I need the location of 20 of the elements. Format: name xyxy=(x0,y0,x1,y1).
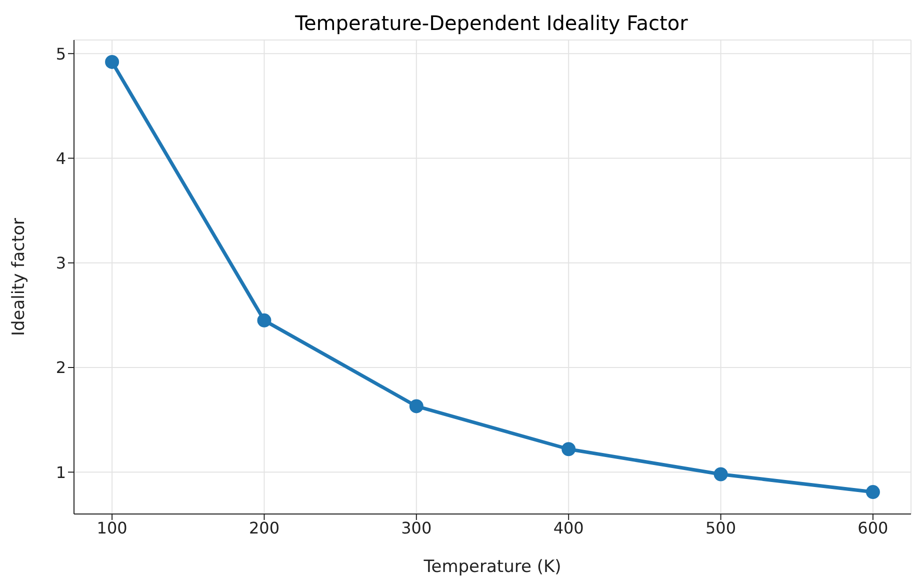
point xyxy=(866,485,880,500)
x-tick-label: 500 xyxy=(706,518,736,538)
y-tick-label: 3 xyxy=(56,254,66,273)
point xyxy=(714,467,728,482)
x-tick-label: 100 xyxy=(96,518,128,538)
point xyxy=(562,442,576,456)
x-tick-label: 300 xyxy=(401,518,432,538)
x-tick-label: 600 xyxy=(858,518,888,538)
y-tick-label: 1 xyxy=(56,462,66,482)
y-tick-label: 5 xyxy=(56,44,66,64)
chart-title: Temperature-Dependent Ideality Factor xyxy=(294,10,689,37)
point xyxy=(257,313,272,328)
x-tick-label: 400 xyxy=(553,518,584,538)
x-axis-title: Temperature (K) xyxy=(422,557,562,577)
y-axis-title: Ideality factor xyxy=(9,218,30,336)
point xyxy=(105,54,120,69)
y-tick-label: 4 xyxy=(56,148,66,168)
point xyxy=(409,399,424,414)
y-tick-label: 2 xyxy=(56,358,66,378)
x-tick-label: 200 xyxy=(248,518,280,538)
